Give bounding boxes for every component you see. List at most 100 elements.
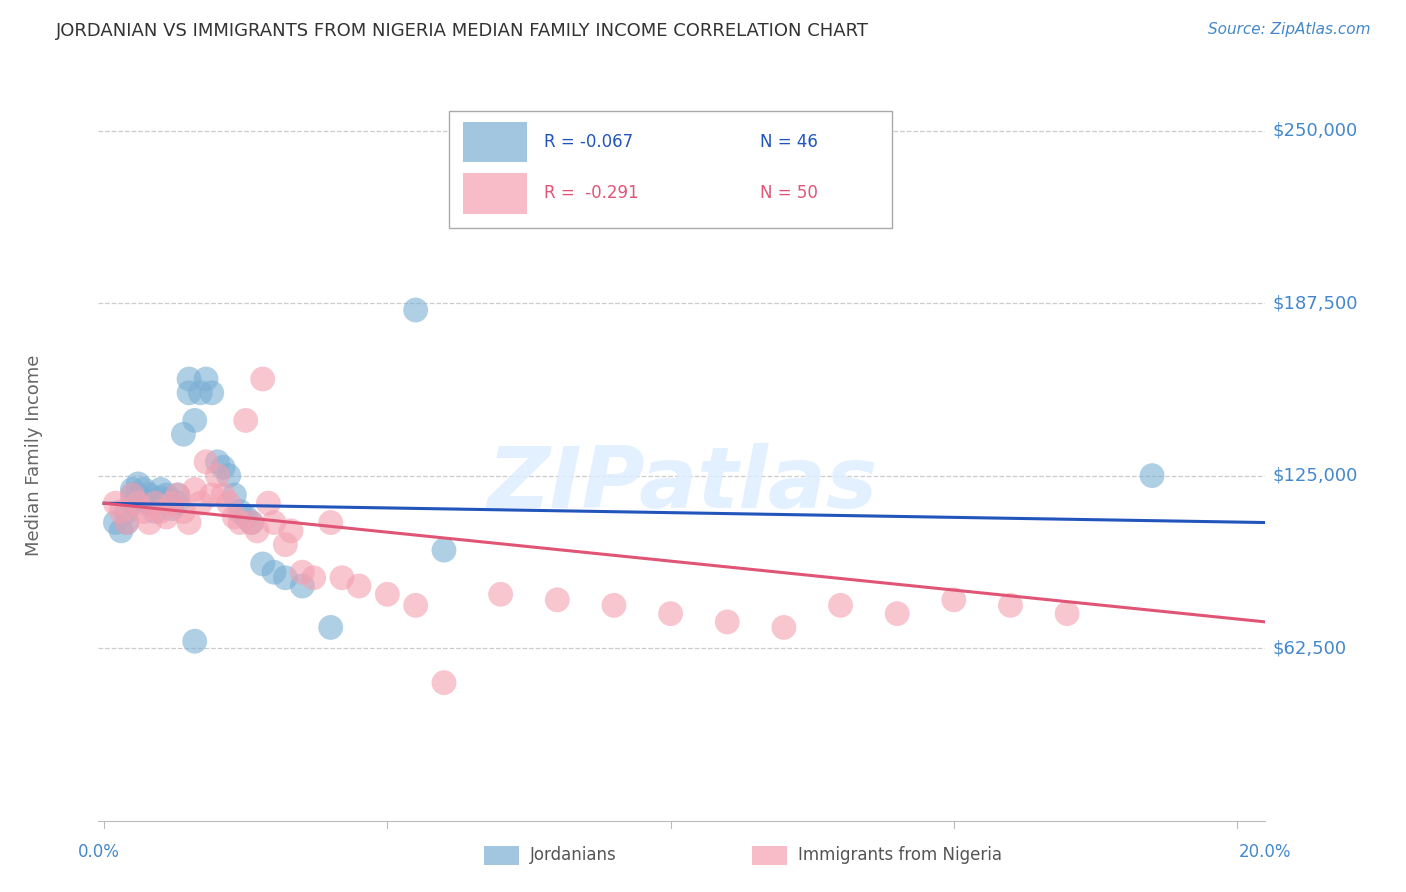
Point bbox=[155, 493, 177, 508]
Point bbox=[330, 571, 353, 585]
Point bbox=[1000, 599, 1022, 613]
Point bbox=[183, 483, 205, 497]
Point bbox=[195, 455, 218, 469]
Point bbox=[121, 488, 143, 502]
Text: Median Family Income: Median Family Income bbox=[25, 354, 44, 556]
Point bbox=[155, 488, 177, 502]
Point bbox=[603, 599, 626, 613]
Point bbox=[218, 468, 240, 483]
Point bbox=[132, 504, 155, 518]
Point bbox=[172, 504, 194, 518]
Point bbox=[121, 496, 143, 510]
Point bbox=[433, 543, 456, 558]
Point bbox=[127, 488, 149, 502]
Point bbox=[138, 516, 160, 530]
Point bbox=[201, 385, 224, 400]
Point bbox=[110, 504, 132, 518]
Text: ZIPatlas: ZIPatlas bbox=[486, 442, 877, 525]
Point bbox=[546, 592, 568, 607]
Point bbox=[121, 488, 143, 502]
Point bbox=[149, 504, 172, 518]
Point bbox=[143, 496, 166, 510]
Text: N = 46: N = 46 bbox=[761, 133, 818, 151]
Point bbox=[246, 524, 269, 538]
Point bbox=[224, 488, 246, 502]
Point bbox=[263, 566, 285, 580]
Point bbox=[433, 675, 456, 690]
Point bbox=[132, 483, 155, 497]
Point bbox=[110, 524, 132, 538]
FancyBboxPatch shape bbox=[463, 173, 527, 213]
Text: R =  -0.291: R = -0.291 bbox=[544, 184, 638, 202]
Point bbox=[773, 620, 796, 634]
Point bbox=[127, 496, 149, 510]
Point bbox=[224, 510, 246, 524]
Text: $62,500: $62,500 bbox=[1272, 640, 1347, 657]
Point bbox=[291, 579, 314, 593]
Point bbox=[405, 303, 427, 318]
Point bbox=[172, 427, 194, 442]
FancyBboxPatch shape bbox=[463, 122, 527, 162]
Point bbox=[229, 516, 252, 530]
Point bbox=[195, 372, 218, 386]
Point bbox=[716, 615, 738, 629]
Point bbox=[830, 599, 852, 613]
Point bbox=[319, 620, 342, 634]
Point bbox=[274, 538, 297, 552]
Point bbox=[319, 516, 342, 530]
Point bbox=[104, 516, 127, 530]
Text: $187,500: $187,500 bbox=[1272, 294, 1358, 312]
Point bbox=[160, 496, 183, 510]
Point bbox=[291, 566, 314, 580]
Point bbox=[127, 476, 149, 491]
Point bbox=[235, 413, 257, 427]
Point bbox=[190, 385, 212, 400]
Point bbox=[190, 496, 212, 510]
Point bbox=[183, 634, 205, 648]
Point bbox=[257, 496, 280, 510]
Point bbox=[1056, 607, 1078, 621]
Point bbox=[160, 501, 183, 516]
Point bbox=[166, 488, 188, 502]
Point bbox=[177, 516, 200, 530]
Point bbox=[166, 496, 188, 510]
Point bbox=[252, 372, 274, 386]
Text: $125,000: $125,000 bbox=[1272, 467, 1358, 484]
Point bbox=[166, 488, 188, 502]
Point bbox=[115, 504, 138, 518]
Point bbox=[104, 496, 127, 510]
Point bbox=[218, 496, 240, 510]
Point bbox=[138, 496, 160, 510]
Point bbox=[149, 483, 172, 497]
Point bbox=[942, 592, 965, 607]
Point bbox=[207, 468, 229, 483]
Text: Jordanians: Jordanians bbox=[530, 847, 617, 864]
Point bbox=[489, 587, 512, 601]
Point bbox=[115, 516, 138, 530]
Point bbox=[235, 510, 257, 524]
Point bbox=[155, 510, 177, 524]
Point bbox=[143, 504, 166, 518]
Point bbox=[212, 460, 235, 475]
Point bbox=[375, 587, 398, 601]
Point bbox=[177, 385, 200, 400]
Point bbox=[274, 571, 297, 585]
Text: R = -0.067: R = -0.067 bbox=[544, 133, 633, 151]
Text: 20.0%: 20.0% bbox=[1239, 843, 1292, 861]
Point bbox=[201, 488, 224, 502]
Point bbox=[229, 504, 252, 518]
Point bbox=[302, 571, 325, 585]
Point bbox=[149, 491, 172, 505]
Point bbox=[160, 496, 183, 510]
Point bbox=[207, 455, 229, 469]
Point bbox=[240, 516, 263, 530]
Text: $250,000: $250,000 bbox=[1272, 121, 1358, 140]
Point bbox=[212, 488, 235, 502]
Point bbox=[121, 483, 143, 497]
Point bbox=[280, 524, 302, 538]
Point bbox=[263, 516, 285, 530]
FancyBboxPatch shape bbox=[449, 112, 891, 228]
Point bbox=[143, 496, 166, 510]
Text: 0.0%: 0.0% bbox=[77, 843, 120, 861]
Point bbox=[183, 413, 205, 427]
